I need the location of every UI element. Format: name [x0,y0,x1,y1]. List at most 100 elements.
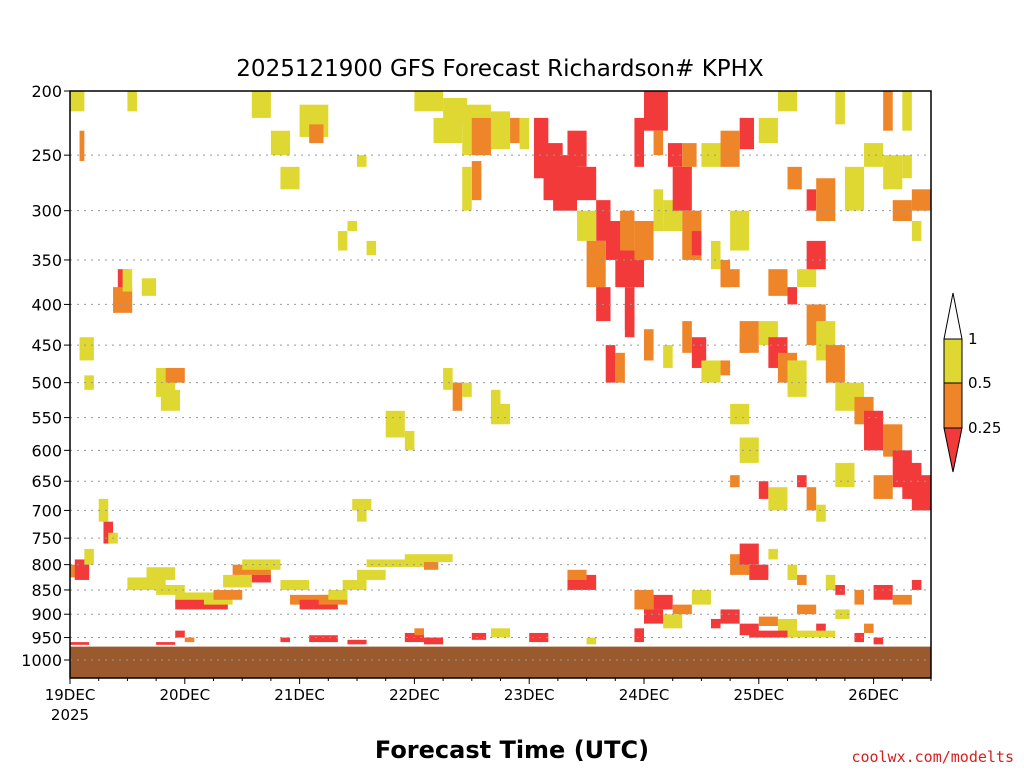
y-tick-label: 500 [31,374,62,393]
ri-cell [634,220,654,260]
plot-frame [69,90,932,679]
ri-cell [366,240,377,256]
ri-cell [529,632,549,643]
ri-cell [864,623,874,633]
ri-cell [730,475,740,488]
ri-cell [806,240,826,270]
ri-cell [667,143,683,167]
ri-cell [586,240,606,288]
ri-cell [864,410,884,451]
y-tick-label: 950 [31,629,62,648]
ri-cell [682,143,697,167]
ri-cell [84,375,94,390]
y-tick-label: 850 [31,581,62,600]
ri-cell [423,562,439,570]
ri-cell [366,559,434,568]
y-tick-label: 350 [31,251,62,270]
legend-swatch-0.5-1 [943,338,963,384]
ri-cell [251,91,271,118]
ri-cell [787,630,836,638]
ri-cell [739,117,755,150]
ri-cell [490,389,501,425]
y-tick-label: 900 [31,605,62,624]
ri-cell [653,130,664,156]
ri-cell [79,130,85,162]
ri-cell [701,143,721,167]
ri-cell [404,554,453,563]
ri-cell [864,143,884,167]
ri-cell [357,155,367,167]
ri-cell [242,559,281,570]
ri-cell [624,287,635,330]
ri-cell [720,130,740,167]
x-tick-label: 24DEC [619,686,670,704]
ri-cell [701,360,721,383]
ri-cell [691,337,707,368]
ri-cell [644,329,654,361]
ri-cell [342,579,367,590]
ri-cell [175,599,228,610]
ri-cell [98,498,109,522]
ri-cell [691,231,702,256]
y-tick-label: 1000 [21,651,62,670]
credit-text: coolwx.com/modelts [851,748,1014,766]
x-tick-label: 22DEC [389,686,440,704]
ri-cell [309,635,338,643]
ri-cell [777,618,798,633]
ri-cell [213,589,243,600]
ri-cell [443,97,468,125]
ri-cell [519,117,530,150]
ri-cell [452,382,463,411]
legend-swatch-0.25-0.5 [943,382,963,429]
ri-cell [615,352,625,383]
ri-cell [835,609,850,619]
ri-cell [768,269,788,296]
ri-cell [146,567,176,580]
ri-cell [462,166,472,211]
ri-cell [672,166,692,211]
y-tick-label: 800 [31,556,62,575]
ri-cell [797,269,817,288]
ri-cell [510,117,520,144]
chart-title: 2025121900 GFS Forecast Richardson# KPHX [236,56,764,82]
x-tick-sublabel: 2025 [51,706,89,724]
ri-cell [873,475,893,499]
ri-cell [902,91,912,131]
ri-cell [710,240,721,270]
ri-cell [749,630,788,638]
ri-cell [835,91,845,125]
ri-cell [883,91,893,131]
y-tick-label: 650 [31,472,62,491]
ri-cell [758,117,778,144]
ri-cell [70,642,90,645]
ri-cell [352,498,372,511]
ri-cell [825,574,836,590]
ri-cell [160,389,181,411]
ri-cell [634,628,644,643]
ri-cell [270,130,291,156]
ri-cell [739,543,759,565]
legend-label: 0.5 [968,374,992,392]
ri-cell [730,403,750,425]
ri-cell [184,637,195,643]
ri-cell [739,337,750,353]
ri-cell [414,91,444,112]
ri-cell [911,579,922,590]
legend: 1 0.5 0.25 [943,292,1001,473]
ri-cell [720,609,740,624]
legend-label: 1 [968,330,978,348]
ri-cell [902,155,912,179]
y-tick-label: 400 [31,295,62,314]
ri-cell [423,637,444,645]
ri-cell [347,639,367,645]
ri-cell [720,360,731,376]
y-tick-label: 250 [31,146,62,165]
x-tick-label: 21DEC [274,686,325,704]
x-tick-label: 19DEC [45,686,96,704]
ri-cell [280,166,300,190]
ri-cell [739,623,759,636]
ri-cell [309,124,324,144]
ri-cell [280,579,310,590]
